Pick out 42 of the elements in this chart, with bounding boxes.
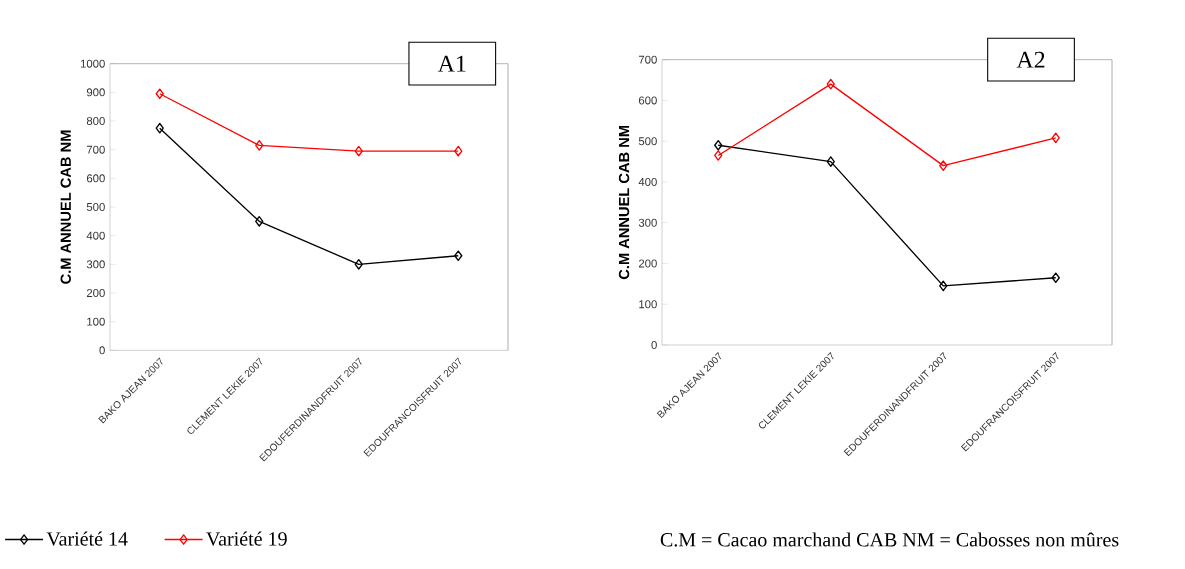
y-tick-label: 300 [86,260,105,269]
y-tick-label: 800 [86,117,105,126]
y-tick-label: 200 [86,289,105,298]
y-tick-label: 1000 [80,59,105,68]
point [714,139,723,151]
y-tick-label: 700 [86,145,105,154]
point [454,250,463,262]
point [939,280,948,292]
y-tick-label: 900 [86,88,105,97]
y-tick-label: 100 [639,300,657,309]
point [714,150,723,161]
point [354,145,363,157]
y-axis-title: C.M ANNUEL CAB NM [618,125,630,280]
y-tick-label: 500 [86,203,105,212]
y-tick-label: 600 [86,174,105,183]
y-tick-label: 0 [99,346,105,355]
point [255,140,264,151]
y-tick-label: 400 [86,231,105,240]
point [1051,132,1060,144]
point [354,259,363,270]
y-tick-label: 300 [638,218,657,227]
point [939,160,948,171]
point [454,145,463,157]
point [1051,272,1060,284]
point [826,156,835,167]
y-tick-label: 700 [638,55,657,64]
y-tick-label: 400 [638,177,657,186]
chart-title: A1 [437,55,466,72]
y-tick-label: 500 [638,137,657,146]
legend-label: Variété 14 [46,531,128,546]
y-axis-title: C.M ANNUEL CAB NM [60,130,71,284]
y-tick-label: 0 [651,341,657,350]
y-tick-label: 200 [638,259,657,268]
point [155,122,164,134]
text: C.M = Cacao marchand CAB NM = Cabosses non mûres [660,532,1119,547]
y-tick-label: 600 [638,96,657,105]
point [155,88,164,100]
legend-label: Variété 19 [206,531,287,546]
chart-title: A2 [1016,51,1045,68]
point [826,78,835,90]
y-tick-label: 100 [87,317,105,326]
point [255,216,264,227]
